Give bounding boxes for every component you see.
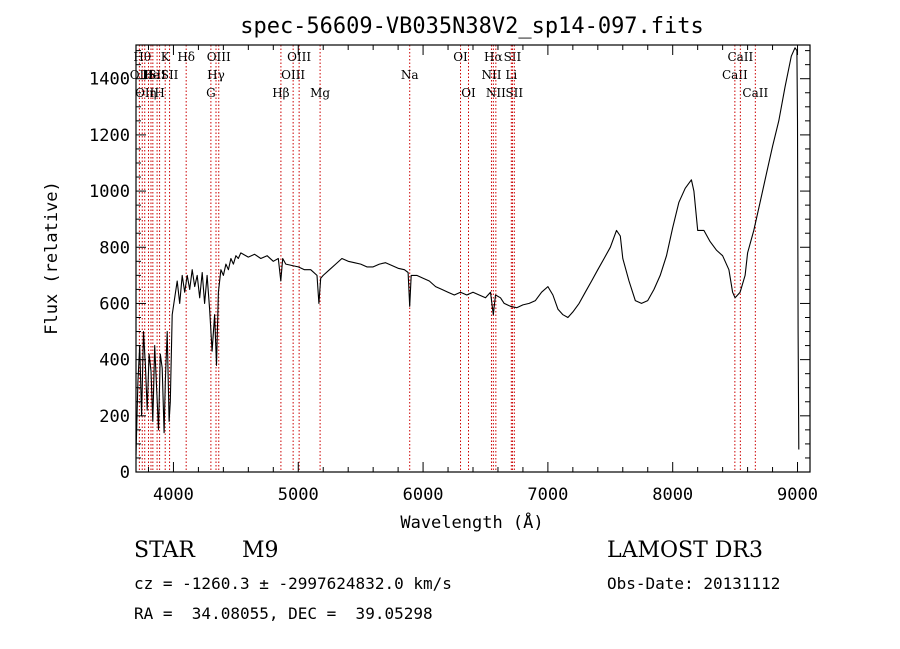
annotation-label: NII <box>486 86 506 100</box>
annotation-label: H <box>154 86 164 100</box>
annotation-label: H <box>143 68 153 82</box>
x-tick-label: 7000 <box>527 485 568 505</box>
annotation-label: OIII <box>287 50 311 64</box>
y-tick-label: 400 <box>99 351 130 371</box>
y-tick-label: 1200 <box>89 126 130 146</box>
annotation-label: OIII <box>281 68 305 82</box>
spectrum-series <box>135 47 800 456</box>
annotation-label: η <box>149 86 156 100</box>
annotation-label: SII <box>505 86 523 100</box>
y-tick-label: 1000 <box>89 182 130 202</box>
annotation-label: CaII <box>727 50 753 64</box>
annotation-label: CaII <box>742 86 768 100</box>
annotation-label: OI <box>453 50 468 64</box>
chart-title: spec-56609-VB035N38V2_sp14-097.fits <box>240 14 704 39</box>
annotation-label: Hα <box>484 50 503 64</box>
annotation-label: He <box>142 68 160 82</box>
y-tick-label: 0 <box>120 463 130 483</box>
annotation-label: Hδ <box>177 50 195 64</box>
annotation-label: CaII <box>722 68 748 82</box>
annotation-label: Hθ <box>133 50 151 64</box>
annotation-label: Hβ <box>272 86 289 100</box>
class-label: STAR <box>134 538 195 563</box>
annotation-label: Li <box>505 68 517 82</box>
redshift-line: cz = -1260.3 ± -2997624832.0 km/s <box>134 574 452 593</box>
annotation-label: Mg <box>310 86 330 100</box>
x-axis: 4000 5000 6000 7000 8000 9000 <box>147 45 818 505</box>
y-tick-label: 800 <box>99 238 130 258</box>
annotation-label: Na <box>401 68 419 82</box>
x-tick-label: 4000 <box>153 485 194 505</box>
x-tick-label: 5000 <box>278 485 319 505</box>
annotation-label: G <box>206 86 216 100</box>
x-tick-label: 8000 <box>652 485 693 505</box>
annotation-label: SII <box>504 50 522 64</box>
coordinates: RA = 34.08055, DEC = 39.05298 <box>134 604 433 623</box>
line-annotations: OIIHθOIIHHeηSIIHKSIIHδGHγOIIIHβOIIIOIIIM… <box>130 45 768 472</box>
annotation-label: SII <box>148 68 166 82</box>
y-axis-label: Flux (relative) <box>42 181 62 335</box>
plot-frame <box>135 44 811 473</box>
annotation-label: OI <box>461 86 476 100</box>
spectrum-chart: spec-56609-VB035N38V2_sp14-097.fits OIIH… <box>42 14 818 533</box>
annotation-label: K <box>161 50 171 64</box>
y-tick-label: 200 <box>99 407 130 427</box>
y-axis: 0 200 400 600 800 1000 1200 1400 <box>89 50 810 483</box>
annotation-label: OII <box>135 86 155 100</box>
annotation-label: OIII <box>207 50 231 64</box>
y-tick-label: 1400 <box>89 70 130 90</box>
obs-date: Obs-Date: 20131112 <box>607 574 781 593</box>
subclass-label: M9 <box>242 538 279 563</box>
x-axis-label: Wavelength (Å) <box>400 511 543 533</box>
x-tick-label: 9000 <box>777 485 818 505</box>
survey-label: LAMOST DR3 <box>607 538 763 563</box>
spectrum-line <box>135 47 800 456</box>
annotation-label: SII <box>161 68 179 82</box>
annotation-label: NII <box>481 68 501 82</box>
y-tick-label: 600 <box>99 294 130 314</box>
x-tick-label: 6000 <box>403 485 444 505</box>
annotation-label: Hγ <box>207 68 225 82</box>
